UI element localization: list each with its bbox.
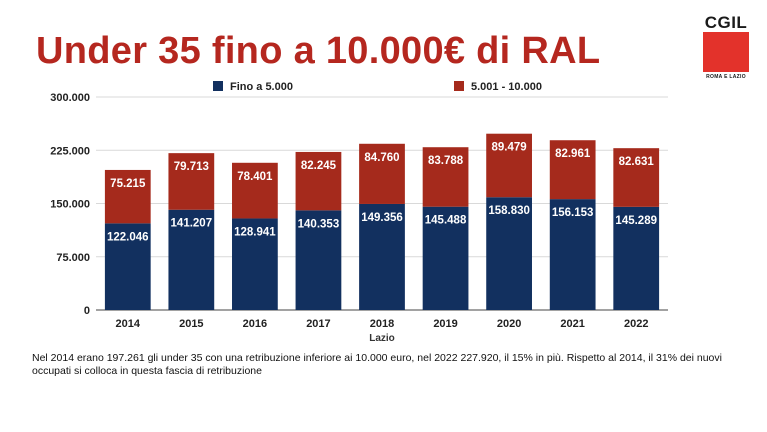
bar-segment-5001-10000 [549,140,596,200]
data-label: 82.631 [619,156,655,168]
bar-segment-5001-10000 [104,169,151,224]
data-label: 82.961 [555,148,591,160]
data-label: 128.941 [234,226,276,238]
data-label: 145.488 [425,215,467,227]
logo-name: CGIL [704,13,748,32]
bar-segment-fino-5000 [104,223,151,310]
bar-segment-fino-5000 [295,210,342,310]
legend-swatch [213,81,223,91]
x-tick-label: 2015 [179,318,203,330]
legend-label: 5.001 - 10.000 [471,81,542,93]
y-tick-label: 300.000 [50,92,90,104]
bar-segment-fino-5000 [549,199,596,310]
y-tick-label: 225.000 [50,145,90,157]
bar-segment-5001-10000 [613,148,660,207]
bar-segment-fino-5000 [168,209,215,310]
logo-square [703,32,749,72]
bar-segment-fino-5000 [422,206,469,310]
data-label: 141.207 [171,218,213,230]
data-label: 122.046 [107,231,149,243]
cgil-logo: CGIL ROMA E LAZIO [702,14,750,80]
logo-subtitle: ROMA E LAZIO [706,74,746,80]
x-tick-label: 2014 [116,318,141,330]
data-label: 149.356 [361,212,403,224]
x-tick-label: 2019 [433,318,457,330]
data-label: 156.153 [552,207,594,219]
x-tick-label: 2017 [306,318,330,330]
data-label: 158.830 [488,205,530,217]
data-label: 89.479 [492,142,527,154]
bar-segment-5001-10000 [486,133,532,198]
data-label: 83.788 [428,155,464,167]
bar-segment-5001-10000 [359,143,405,204]
y-tick-label: 150.000 [50,199,90,211]
bar-segment-5001-10000 [232,162,278,219]
bar-segment-fino-5000 [486,197,532,310]
legend-label: Fino a 5.000 [230,81,293,93]
slide-title: Under 35 fino a 10.000€ di RAL [36,30,601,72]
data-label: 79.713 [174,161,209,173]
legend-swatch [454,81,464,91]
y-tick-label: 0 [84,305,90,317]
bar-segment-fino-5000 [232,218,278,310]
data-label: 78.401 [237,171,273,183]
data-label: 75.215 [110,178,146,190]
bar-segment-5001-10000 [168,153,215,210]
bar-segment-5001-10000 [295,151,342,211]
y-tick-label: 75.000 [56,252,90,264]
footnote-text: Nel 2014 erano 197.261 gli under 35 con … [32,352,722,377]
x-tick-label: 2021 [560,318,584,330]
bar-segment-fino-5000 [359,203,405,310]
x-axis-title: Lazio [369,333,395,344]
x-tick-label: 2018 [370,318,394,330]
x-tick-label: 2022 [624,318,648,330]
stacked-bar-chart: 0 75.000 150.000 225.000 300.000 122.046 75.21… [50,81,668,344]
bar-segment-5001-10000 [422,147,469,207]
data-label: 140.353 [298,218,340,230]
x-tick-label: 2020 [497,318,521,330]
data-label: 145.289 [615,215,657,227]
bar-segment-fino-5000 [613,206,660,310]
data-label: 84.760 [364,152,399,164]
x-tick-label: 2016 [243,318,267,330]
data-label: 82.245 [301,160,337,172]
